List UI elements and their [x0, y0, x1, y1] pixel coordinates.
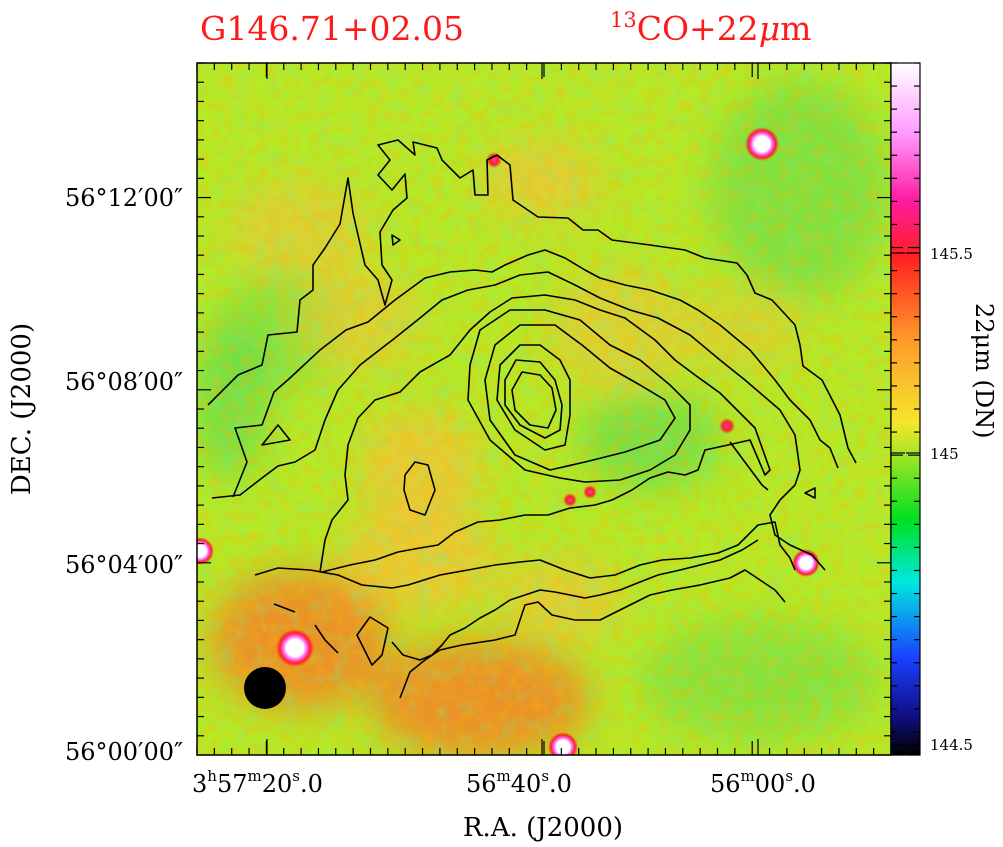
colorbar-label: 22μm (DN) — [970, 303, 998, 439]
colorbar-tick-145.5: 145.5 — [930, 245, 973, 263]
tracer-title: 13CO+22μm — [610, 8, 811, 48]
contour-blob-small — [261, 424, 291, 446]
y-tick-label: 56°08′00″ — [65, 368, 183, 396]
contour-dash2 — [314, 624, 339, 654]
point-source — [792, 549, 820, 577]
x-tick-label: 56m00s.0 — [710, 767, 816, 798]
y-tick-label: 56°00′00″ — [65, 738, 183, 766]
contour-inner-2 — [484, 324, 676, 471]
red-spot — [719, 418, 735, 434]
tracer-superscript: 13 — [610, 8, 637, 32]
contour-inner-1 — [467, 309, 691, 483]
contour-7 — [391, 539, 759, 661]
x-tick-label: 3h57m20s.0 — [192, 767, 323, 798]
contour-2 — [232, 249, 839, 498]
contour-inner-5 — [511, 371, 557, 429]
contour-tick2 — [804, 487, 816, 499]
contour-4 — [319, 294, 771, 573]
point-source — [197, 537, 214, 565]
contour-inner-3 — [496, 344, 571, 451]
y-tick-label: 56°04′00″ — [65, 551, 183, 579]
x-axis-label: R.A. (J2000) — [463, 813, 623, 843]
x-tick-label: 56m40s.0 — [466, 767, 572, 798]
infrared-image — [197, 63, 891, 755]
beam-symbol — [244, 667, 286, 709]
colorbar-tick-145: 145 — [930, 445, 959, 463]
contour-3 — [211, 271, 826, 571]
co-contours — [207, 139, 857, 699]
colorbar: 145.5 145 144.5 22μm (DN) — [890, 62, 998, 756]
contour-1 — [207, 139, 857, 464]
source-title: G146.71+02.05 — [200, 9, 464, 48]
contour-blob-ll — [356, 616, 389, 666]
red-spot — [563, 493, 577, 507]
contour-inner-4 — [504, 359, 563, 439]
y-tick-label: 56°12′00″ — [65, 184, 183, 212]
contour-blob-left — [403, 461, 436, 516]
point-source — [745, 127, 779, 161]
contour-arrow — [729, 441, 769, 491]
contour-5 — [254, 521, 796, 589]
red-spot — [583, 485, 597, 499]
y-axis-label: DEC. (J2000) — [7, 323, 37, 495]
contour-dash — [273, 603, 296, 613]
point-source — [276, 629, 314, 667]
contour-tick — [391, 234, 401, 246]
contour-6 — [399, 569, 786, 699]
colorbar-tick-144.5: 144.5 — [930, 736, 973, 754]
point-source — [548, 732, 578, 755]
